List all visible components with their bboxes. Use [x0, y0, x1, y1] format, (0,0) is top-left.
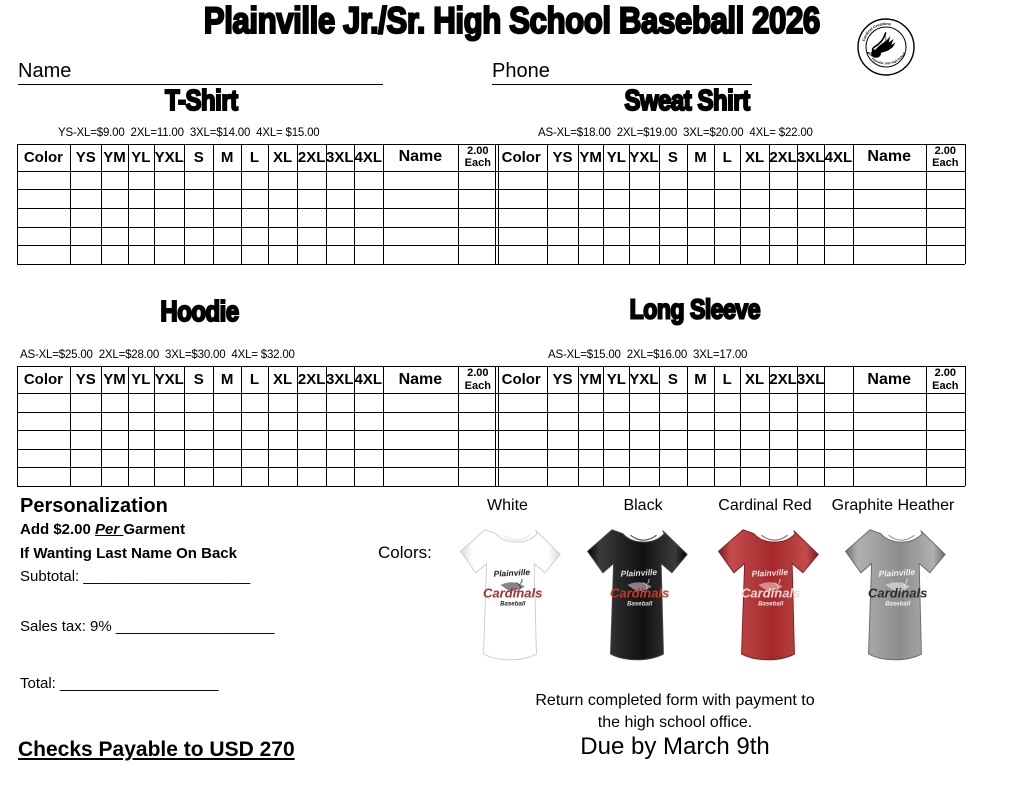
svg-text:Baseball: Baseball [500, 601, 525, 608]
svg-text:Plainville: Plainville [493, 567, 530, 579]
svg-text:Plainville: Plainville [620, 567, 657, 579]
svg-text:Cardinals: Cardinals [741, 585, 800, 600]
svg-text:Cardinal Creations: Cardinal Creations [862, 22, 892, 42]
svg-text:Cardinals: Cardinals [868, 585, 927, 600]
svg-text:Baseball: Baseball [758, 601, 783, 608]
svg-text:Plainville: Plainville [751, 567, 788, 579]
svg-text:Cardinals: Cardinals [483, 585, 542, 600]
svg-text:Baseball: Baseball [885, 601, 910, 608]
svg-text:Cardinals: Cardinals [610, 585, 669, 600]
svg-text:Baseball: Baseball [627, 601, 652, 608]
svg-text:Plainville: Plainville [878, 567, 915, 579]
